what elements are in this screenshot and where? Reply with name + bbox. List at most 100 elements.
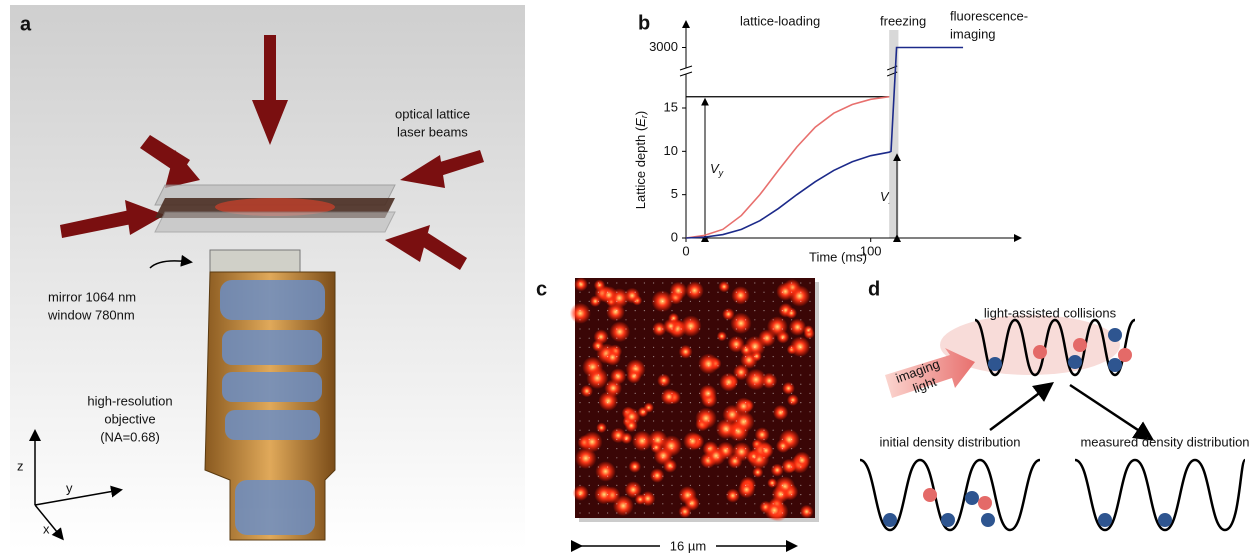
lattice-site (781, 438, 784, 440)
lattice-site (735, 475, 738, 477)
lattice-site (772, 392, 774, 394)
lattice-site (579, 374, 581, 376)
lattice-site (597, 411, 600, 413)
lattice-site (643, 411, 646, 413)
lattice-site (689, 429, 692, 431)
lattice-site (607, 356, 609, 358)
lattice-site (791, 392, 793, 394)
lattice-site (791, 466, 793, 468)
lattice-site (754, 383, 756, 385)
freezing-band (889, 30, 899, 238)
lattice-site (735, 310, 738, 312)
axis-label: x (43, 521, 50, 536)
lattice-site (662, 392, 664, 394)
lattice-site (754, 310, 756, 312)
lattice-site (809, 411, 811, 413)
lattice-site (717, 392, 719, 394)
lattice-site (745, 438, 747, 440)
lattice-site (699, 429, 701, 431)
lattice-site (588, 494, 590, 496)
lattice-site (671, 291, 673, 293)
lattice-site (754, 448, 756, 450)
lattice-site (625, 282, 627, 284)
annotation: (NA=0.68) (100, 429, 160, 444)
x-axis-label: Time (ms) (809, 249, 867, 264)
dot (803, 325, 814, 336)
lattice-site (662, 503, 664, 505)
dot (737, 480, 756, 499)
dot (685, 281, 704, 300)
lattice-site (699, 392, 701, 394)
lattice-site (643, 319, 646, 321)
y-tick-label: 5 (671, 186, 678, 201)
lattice-site (662, 337, 664, 339)
lattice-site (625, 448, 627, 450)
lattice-site (717, 328, 719, 330)
lattice-site (653, 429, 655, 431)
lattice-site (643, 310, 646, 312)
dot (649, 468, 665, 483)
lattice-site (625, 402, 627, 404)
lattice-site (754, 402, 756, 404)
lattice-site (699, 328, 701, 330)
lattice-site (735, 494, 738, 496)
lattice-site (745, 457, 747, 459)
lattice-site (579, 494, 581, 496)
lattice-site (763, 402, 765, 404)
lattice-site (800, 438, 802, 440)
lattice-site (689, 319, 692, 321)
lattice-site (772, 365, 774, 367)
dot (594, 484, 614, 505)
axis-label: z (17, 458, 24, 473)
lattice-site (763, 374, 765, 376)
dot (751, 350, 762, 362)
lattice-site (607, 282, 609, 284)
lattice-site (745, 392, 747, 394)
lattice-site (809, 337, 811, 339)
lattice-site (616, 319, 618, 321)
lattice-site (763, 383, 765, 385)
lattice-site (791, 310, 793, 312)
lattice-site (689, 392, 692, 394)
lattice-site (745, 411, 747, 413)
lattice-site (717, 466, 719, 468)
lattice-site (579, 484, 581, 486)
lattice-site (781, 282, 784, 284)
lattice-site (699, 402, 701, 404)
dot (770, 463, 784, 477)
lattice-site (781, 448, 784, 450)
lattice-site (800, 282, 802, 284)
lattice-site (680, 374, 682, 376)
lattice-site (735, 392, 738, 394)
dot (626, 368, 642, 384)
lattice-site (597, 438, 600, 440)
lattice-site (717, 402, 719, 404)
lattice-site (616, 484, 618, 486)
lattice-site (781, 494, 784, 496)
lattice-site (745, 374, 747, 376)
lattice-site (671, 411, 673, 413)
lattice-site (643, 365, 646, 367)
lattice-site (735, 328, 738, 330)
lattice-site (809, 512, 811, 514)
dot (609, 321, 631, 343)
lattice-site (717, 484, 719, 486)
lattice-site (597, 484, 600, 486)
lattice-site (726, 282, 728, 284)
lattice-site (597, 457, 600, 459)
lattice-site (671, 300, 673, 302)
lattice-site (772, 438, 774, 440)
lattice-site (680, 383, 682, 385)
lattice-site (717, 457, 719, 459)
lattice-site (616, 475, 618, 477)
lattice-site (643, 448, 646, 450)
lattice-site (607, 448, 609, 450)
lattice-site (800, 475, 802, 477)
lattice-site (588, 365, 590, 367)
lattice-site (689, 291, 692, 293)
lattice-site (763, 484, 765, 486)
dot (785, 307, 798, 319)
lattice-site (653, 466, 655, 468)
lattice-site (745, 346, 747, 348)
lattice-site (763, 392, 765, 394)
